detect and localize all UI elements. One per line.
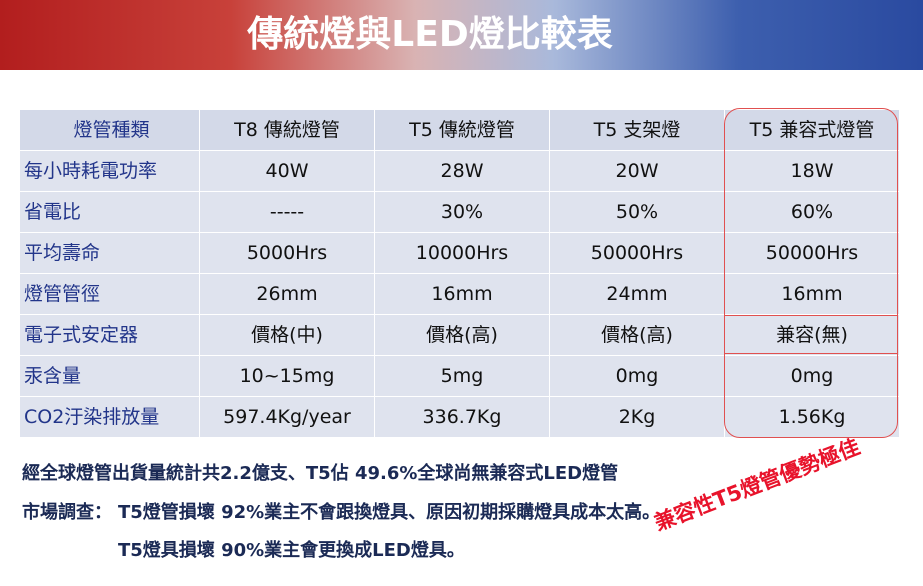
table-cell: 0mg	[725, 356, 899, 396]
stamp: 兼容性T5燈管優勢極佳	[651, 434, 864, 536]
table-cell: 26mm	[200, 274, 374, 314]
note: T5燈具損壞 90%業主會更換成LED燈具。	[118, 540, 465, 561]
highlight-column	[724, 108, 898, 438]
table-cell: 燈管管徑	[20, 274, 199, 314]
table-cell: 2Kg	[550, 397, 724, 437]
header-cell: T5 傳統燈管	[375, 110, 549, 150]
header-cell: T5 支架燈	[550, 110, 724, 150]
header-cell: T8 傳統燈管	[200, 110, 374, 150]
table-cell: 50000Hrs	[725, 233, 899, 273]
table-cell: CO2汙染排放量	[20, 397, 199, 437]
table-cell: 價格(高)	[550, 315, 724, 355]
highlight-cell	[724, 315, 898, 354]
table-cell: 24mm	[550, 274, 724, 314]
table-cell: 336.7Kg	[375, 397, 549, 437]
table-cell: 1.56Kg	[725, 397, 899, 437]
table-cell: 50000Hrs	[550, 233, 724, 273]
table-cell: 20W	[550, 151, 724, 191]
table-cell: 16mm	[375, 274, 549, 314]
table-cell: 兼容(無)	[725, 315, 899, 355]
header-cell: 燈管種類	[20, 110, 199, 150]
table-cell: 汞含量	[20, 356, 199, 396]
title: 傳統燈與LED燈比較表	[247, 14, 613, 55]
table-cell: 597.4Kg/year	[200, 397, 374, 437]
table-cell: 40W	[200, 151, 374, 191]
table-cell: 50%	[550, 192, 724, 232]
table-cell: 16mm	[725, 274, 899, 314]
table-cell: -----	[200, 192, 374, 232]
table-cell: 價格(中)	[200, 315, 374, 355]
table-cell: 0mg	[550, 356, 724, 396]
table-cell: 每小時耗電功率	[20, 151, 199, 191]
note-label: 市場調查：	[22, 502, 112, 523]
table-cell: 10000Hrs	[375, 233, 549, 273]
table-cell: 5000Hrs	[200, 233, 374, 273]
note: T5燈管損壞 92%業主不會跟換燈具、原因初期採購燈具成本太高。	[118, 502, 661, 523]
note: 經全球燈管出貨量統計共2.2億支、T5佔 49.6%全球尚無兼容式LED燈管	[22, 463, 619, 484]
table-cell: 省電比	[20, 192, 199, 232]
table-cell: 價格(高)	[375, 315, 549, 355]
table-cell: 28W	[375, 151, 549, 191]
table-cell: 10~15mg	[200, 356, 374, 396]
header-cell: T5 兼容式燈管	[725, 110, 899, 150]
table-cell: 18W	[725, 151, 899, 191]
table-cell: 5mg	[375, 356, 549, 396]
table-cell: 60%	[725, 192, 899, 232]
table-cell: 平均壽命	[20, 233, 199, 273]
table-cell: 電子式安定器	[20, 315, 199, 355]
table-cell: 30%	[375, 192, 549, 232]
title-banner	[0, 0, 923, 70]
